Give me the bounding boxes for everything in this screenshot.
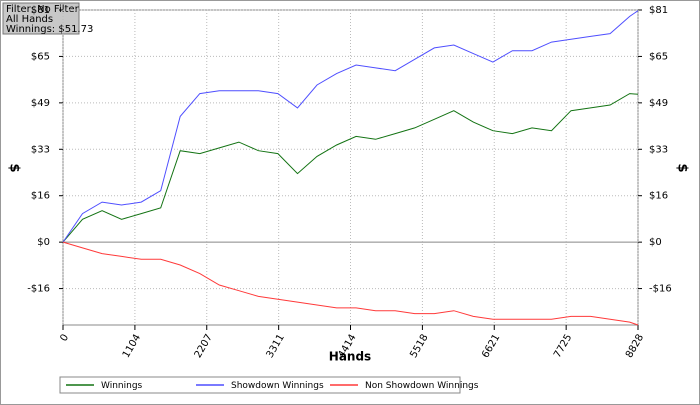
filter-line: Winnings: $51.73 bbox=[6, 24, 93, 35]
y-tick-label: $49 bbox=[31, 98, 50, 109]
y2-tick-label: $0 bbox=[649, 237, 662, 248]
y2-tick-label: $81 bbox=[649, 5, 668, 16]
filter-line: All Hands bbox=[6, 14, 53, 25]
filter-line: Filter: No Filter bbox=[6, 4, 80, 15]
series-line bbox=[62, 93, 639, 243]
y2-tick-label: $16 bbox=[649, 191, 668, 202]
y2-tick-label: $49 bbox=[649, 98, 668, 109]
y-tick-label: $65 bbox=[31, 51, 50, 62]
series-line bbox=[62, 10, 639, 243]
y2-tick-label: $65 bbox=[649, 51, 668, 62]
y2-tick-label: $33 bbox=[649, 144, 668, 155]
legend-label: Winnings bbox=[101, 381, 143, 391]
y-tick-label: -$16 bbox=[27, 284, 50, 295]
x-axis-title: Hands bbox=[329, 350, 371, 364]
legend-label: Showdown Winnings bbox=[231, 381, 324, 391]
plot-area bbox=[62, 9, 639, 326]
series-line bbox=[62, 241, 639, 326]
y-tick-label: $81 bbox=[31, 5, 50, 16]
y-tick-label: $16 bbox=[31, 191, 50, 202]
y2-tick-label: -$16 bbox=[649, 284, 672, 295]
y-tick-label: $0 bbox=[37, 237, 50, 248]
x-tick-label: 0 bbox=[58, 333, 71, 344]
legend-label: Non Showdown Winnings bbox=[365, 381, 479, 391]
y-tick-label: $33 bbox=[31, 144, 50, 155]
y-axis-title: $ bbox=[7, 163, 22, 172]
filter-box bbox=[2, 2, 80, 35]
y2-axis-title: $ bbox=[675, 163, 690, 172]
legend-box bbox=[59, 376, 461, 394]
